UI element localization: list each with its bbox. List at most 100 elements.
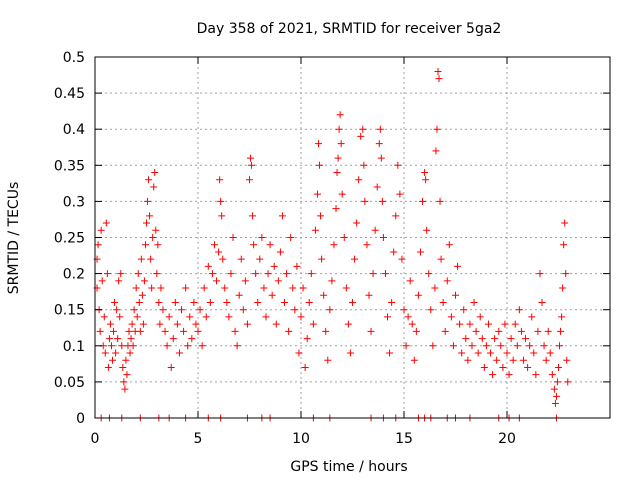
data-point bbox=[386, 349, 394, 357]
data-point bbox=[235, 291, 243, 299]
data-point bbox=[353, 219, 361, 227]
data-point bbox=[111, 298, 119, 306]
data-point bbox=[441, 327, 449, 335]
data-point bbox=[173, 320, 181, 328]
data-point bbox=[487, 349, 495, 357]
x-tick-label: 0 bbox=[91, 431, 100, 447]
data-point bbox=[402, 342, 410, 350]
data-point bbox=[303, 335, 311, 343]
data-point bbox=[249, 212, 257, 220]
data-point bbox=[215, 248, 223, 256]
data-point bbox=[388, 298, 396, 306]
data-point bbox=[379, 234, 387, 241]
data-point bbox=[208, 270, 216, 278]
data-point bbox=[384, 313, 392, 321]
data-point bbox=[340, 234, 348, 241]
data-point bbox=[281, 298, 289, 306]
data-point bbox=[468, 342, 476, 350]
x-axis-label: GPS time / hours bbox=[290, 459, 407, 475]
data-point bbox=[334, 154, 342, 162]
data-point bbox=[110, 327, 118, 335]
data-point bbox=[148, 284, 156, 292]
data-point bbox=[416, 248, 424, 256]
data-point bbox=[390, 248, 398, 256]
data-point bbox=[118, 342, 126, 350]
data-point bbox=[480, 363, 488, 371]
data-point bbox=[291, 306, 299, 314]
data-point bbox=[522, 335, 530, 343]
data-point bbox=[452, 291, 459, 299]
data-point bbox=[333, 169, 341, 177]
data-point bbox=[540, 342, 548, 350]
data-point bbox=[421, 169, 429, 177]
data-point bbox=[553, 378, 561, 386]
data-point bbox=[497, 342, 505, 350]
data-point bbox=[373, 183, 381, 191]
data-point bbox=[515, 306, 523, 314]
data-point bbox=[507, 335, 515, 343]
data-point bbox=[431, 284, 439, 292]
data-point bbox=[509, 356, 517, 364]
x-tick-label: 15 bbox=[395, 431, 413, 447]
data-point bbox=[141, 241, 149, 249]
data-point bbox=[433, 125, 441, 133]
data-point bbox=[127, 335, 135, 343]
data-point bbox=[262, 313, 270, 321]
data-point bbox=[429, 342, 437, 350]
data-point bbox=[557, 327, 565, 335]
data-point bbox=[400, 306, 408, 314]
data-point bbox=[227, 270, 235, 278]
data-point bbox=[155, 298, 163, 306]
y-tick-label: 0.4 bbox=[63, 122, 85, 138]
data-point bbox=[305, 298, 313, 306]
data-point bbox=[116, 313, 124, 321]
data-point bbox=[419, 197, 427, 205]
data-point bbox=[194, 327, 202, 335]
data-point bbox=[167, 363, 175, 371]
data-point bbox=[165, 313, 173, 321]
data-point bbox=[435, 75, 443, 83]
data-point bbox=[355, 176, 363, 184]
data-point bbox=[156, 320, 164, 328]
data-point bbox=[511, 320, 519, 328]
data-point bbox=[470, 298, 478, 306]
data-point bbox=[258, 234, 266, 241]
x-tick-label: 5 bbox=[194, 431, 203, 447]
data-point bbox=[346, 349, 354, 357]
data-point bbox=[562, 270, 570, 278]
data-point bbox=[206, 298, 214, 306]
data-point bbox=[404, 313, 412, 321]
data-point bbox=[524, 363, 532, 371]
data-point bbox=[289, 284, 297, 292]
data-point bbox=[150, 183, 158, 191]
data-point bbox=[188, 335, 196, 343]
data-point bbox=[392, 212, 400, 220]
y-tick-label: 0.3 bbox=[63, 194, 85, 210]
data-point bbox=[192, 320, 200, 328]
data-point bbox=[546, 349, 554, 357]
data-point bbox=[338, 190, 346, 198]
data-point bbox=[130, 306, 138, 314]
data-point bbox=[175, 349, 183, 357]
data-point bbox=[434, 67, 442, 75]
data-point bbox=[169, 335, 177, 343]
data-point bbox=[119, 363, 127, 371]
data-point bbox=[359, 125, 367, 133]
data-point bbox=[437, 255, 445, 263]
data-point bbox=[231, 327, 239, 335]
data-point bbox=[365, 291, 373, 299]
data-point bbox=[493, 356, 501, 364]
data-point bbox=[254, 298, 262, 306]
data-point bbox=[313, 190, 321, 198]
data-point bbox=[219, 255, 227, 263]
data-point bbox=[517, 327, 525, 335]
data-point bbox=[94, 241, 102, 249]
data-point bbox=[123, 371, 131, 379]
data-point bbox=[159, 306, 167, 314]
data-point bbox=[564, 378, 572, 386]
data-point bbox=[456, 320, 464, 328]
data-point bbox=[462, 335, 470, 343]
data-point bbox=[422, 176, 430, 184]
data-point bbox=[534, 327, 542, 335]
